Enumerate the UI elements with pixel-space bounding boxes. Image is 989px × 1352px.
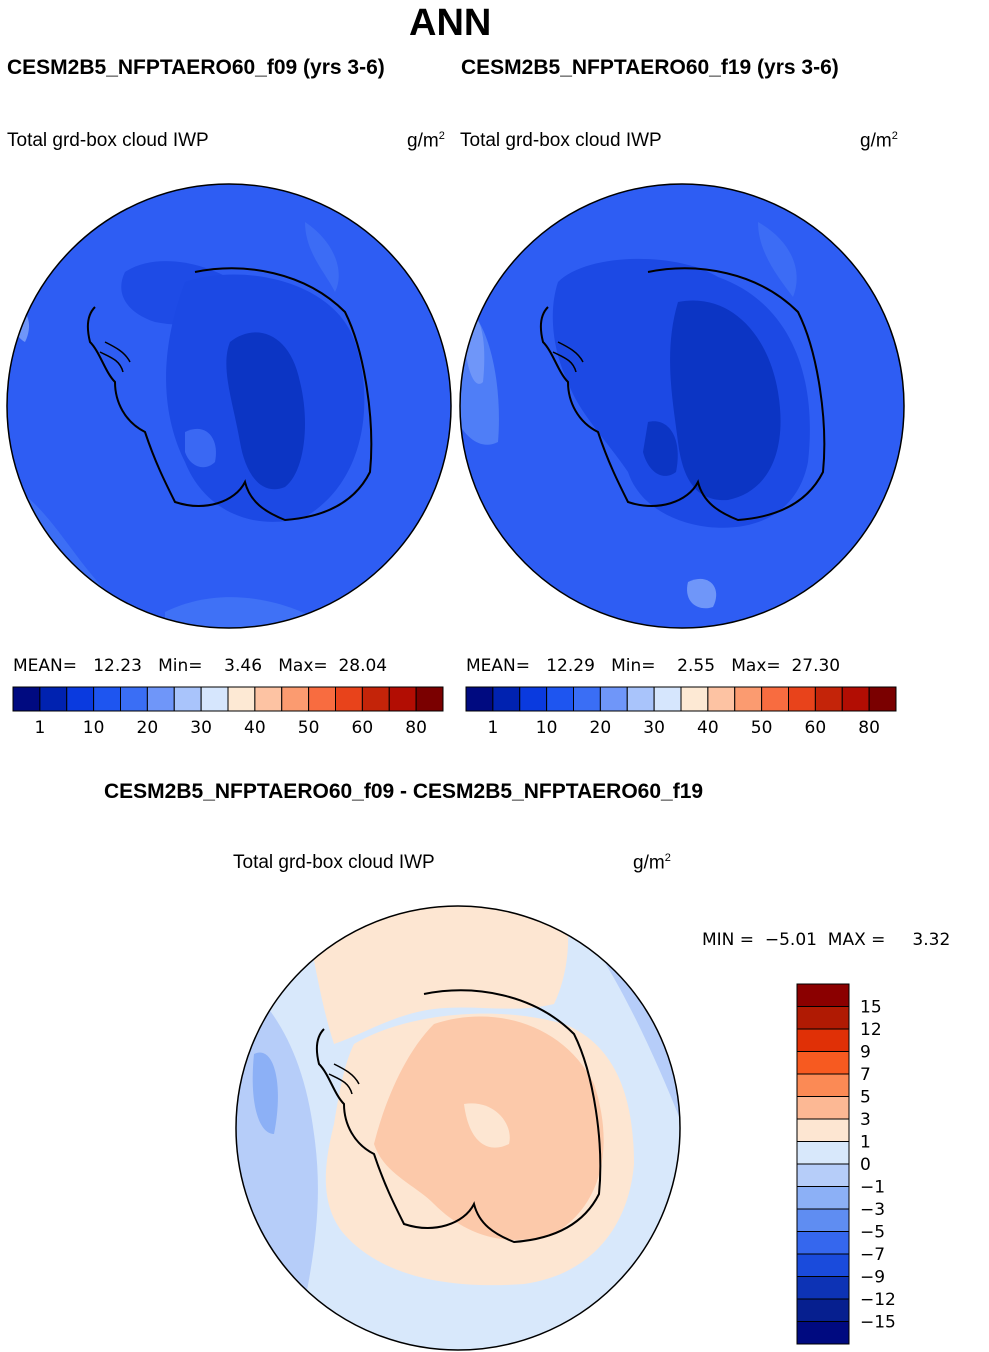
variable-label-left: Total grd-box cloud IWP bbox=[7, 130, 209, 151]
map-diff bbox=[235, 905, 681, 1351]
colorbar-left-tick-label: 40 bbox=[244, 718, 266, 738]
colorbar-left-tick-label: 1 bbox=[34, 718, 45, 738]
colorbar-left-tick-label: 10 bbox=[83, 718, 105, 738]
colorbar-diff-tick-label: −1 bbox=[860, 1178, 885, 1198]
colorbar-diff-tick-label: −3 bbox=[860, 1200, 885, 1220]
colorbar-right-tick-label: 30 bbox=[643, 718, 665, 738]
colorbar-right-swatch bbox=[599, 686, 628, 712]
colorbar-right-tick-label: 50 bbox=[751, 718, 773, 738]
colorbar-right-swatch bbox=[546, 686, 574, 712]
colorbar-left-tick-label: 60 bbox=[352, 718, 374, 738]
colorbar-left-swatch bbox=[361, 686, 390, 712]
colorbar-right: 1 10 20 30 40 50 60 80 bbox=[465, 686, 897, 738]
colorbar-diff-tick-label: −12 bbox=[860, 1290, 896, 1310]
colorbar-right-swatch bbox=[814, 686, 843, 712]
colorbar-diff-tick-label: 1 bbox=[860, 1133, 871, 1153]
colorbar-right-tick-label: 40 bbox=[697, 718, 719, 738]
unit-label-diff: g/m2 bbox=[633, 852, 671, 874]
colorbar-right-tick-label: 20 bbox=[590, 718, 612, 738]
colorbar-diff-tick-label: 0 bbox=[860, 1155, 871, 1175]
colorbar-left-tick-label: 30 bbox=[190, 718, 212, 738]
variable-label-right: Total grd-box cloud IWP bbox=[460, 130, 662, 151]
colorbar-diff-swatch bbox=[796, 1051, 850, 1075]
colorbar-diff-swatch bbox=[796, 1028, 850, 1052]
unit-label-left: g/m2 bbox=[407, 130, 445, 152]
case-title-right: CESM2B5_NFPTAERO60_f19 (yrs 3-6) bbox=[461, 56, 839, 79]
colorbar-left-swatch bbox=[173, 686, 202, 712]
colorbar-left-swatch bbox=[415, 686, 444, 712]
stats-left: MEAN= 12.23 Min= 3.46 Max= 28.04 bbox=[13, 656, 388, 676]
stats-right: MEAN= 12.29 Min= 2.55 Max= 27.30 bbox=[466, 656, 841, 676]
colorbar-left-swatch bbox=[66, 686, 95, 712]
colorbar-diff-swatch bbox=[796, 1006, 850, 1030]
colorbar-diff-tick-label: 7 bbox=[860, 1065, 871, 1085]
colorbar-right-swatch bbox=[519, 686, 548, 712]
colorbar-diff-swatch bbox=[796, 1186, 850, 1210]
diff-stats: MIN = −5.01 MAX = 3.32 bbox=[702, 930, 951, 950]
colorbar-right-swatch bbox=[465, 686, 494, 712]
colorbar-right-swatch bbox=[492, 686, 521, 712]
colorbar-right-tick-label: 10 bbox=[536, 718, 558, 738]
colorbar-left-swatch bbox=[281, 686, 310, 712]
colorbar-right-tick-label: 60 bbox=[805, 718, 827, 738]
colorbar-left-swatch bbox=[227, 686, 256, 712]
diff-title: CESM2B5_NFPTAERO60_f09 - CESM2B5_NFPTAER… bbox=[104, 780, 704, 803]
unit-label-right: g/m2 bbox=[860, 130, 898, 152]
colorbar-left-tick-label: 50 bbox=[298, 718, 320, 738]
map-left bbox=[6, 183, 452, 629]
colorbar-diff-tick-label: −5 bbox=[860, 1223, 885, 1243]
colorbar-right-tick-label: 80 bbox=[858, 718, 880, 738]
colorbar-right-swatch bbox=[841, 686, 870, 712]
colorbar-diff-swatch bbox=[796, 1073, 850, 1097]
colorbar-left-swatch bbox=[388, 686, 417, 712]
colorbar-diff-swatch bbox=[796, 1298, 850, 1322]
colorbar-right-swatch bbox=[707, 686, 736, 712]
colorbar-left-swatch bbox=[308, 686, 336, 712]
colorbar-diff-tick-label: 9 bbox=[860, 1043, 871, 1063]
colorbar-diff-swatch bbox=[796, 1141, 850, 1165]
colorbar-diff-tick-label: −7 bbox=[860, 1245, 885, 1265]
colorbar-diff-swatch bbox=[796, 1163, 850, 1187]
colorbar-left-swatch bbox=[200, 686, 229, 712]
colorbar-right-swatch bbox=[788, 686, 816, 712]
colorbar-left: 1 10 20 30 40 50 60 80 bbox=[12, 686, 444, 738]
colorbar-right-swatch bbox=[680, 686, 709, 712]
colorbar-left-swatch bbox=[39, 686, 68, 712]
colorbar-diff-tick-label: 5 bbox=[860, 1088, 871, 1108]
colorbar-left-tick-label: 80 bbox=[405, 718, 427, 738]
colorbar-left-swatch bbox=[146, 686, 175, 712]
colorbar-diff-swatch bbox=[796, 1231, 850, 1255]
colorbar-right-tick-label: 1 bbox=[487, 718, 498, 738]
colorbar-diff-tick-label: −9 bbox=[860, 1268, 885, 1288]
colorbar-right-swatch bbox=[573, 686, 601, 712]
colorbar-diff-tick-label: 3 bbox=[860, 1110, 871, 1130]
colorbar-left-tick-label: 20 bbox=[137, 718, 159, 738]
case-title-left: CESM2B5_NFPTAERO60_f09 (yrs 3-6) bbox=[7, 56, 385, 79]
colorbar-diff-tick-label: 15 bbox=[860, 998, 882, 1018]
colorbar-diff-swatch bbox=[796, 1208, 850, 1232]
colorbar-right-swatch bbox=[626, 686, 655, 712]
colorbar-diff-swatch bbox=[796, 983, 850, 1007]
colorbar-diff-tick-label: −15 bbox=[860, 1313, 896, 1333]
colorbar-diff-swatch bbox=[796, 1321, 850, 1345]
colorbar-left-swatch bbox=[120, 686, 148, 712]
colorbar-diff-swatch bbox=[796, 1096, 850, 1120]
colorbar-left-swatch bbox=[12, 686, 41, 712]
colorbar-right-swatch bbox=[761, 686, 789, 712]
colorbar-right-swatch bbox=[868, 686, 897, 712]
colorbar-left-swatch bbox=[254, 686, 283, 712]
map-right bbox=[459, 183, 905, 629]
colorbar-right-swatch bbox=[734, 686, 763, 712]
colorbar-diff-tick-label: 12 bbox=[860, 1020, 882, 1040]
colorbar-left-swatch bbox=[93, 686, 121, 712]
colorbar-diff-swatch bbox=[796, 1276, 850, 1300]
colorbar-diff-swatch bbox=[796, 1118, 850, 1142]
variable-label-diff: Total grd-box cloud IWP bbox=[233, 852, 435, 873]
colorbar-right-swatch bbox=[653, 686, 682, 712]
colorbar-left-swatch bbox=[335, 686, 363, 712]
page-title: ANN bbox=[409, 2, 492, 44]
colorbar-diff-swatch bbox=[796, 1253, 850, 1277]
